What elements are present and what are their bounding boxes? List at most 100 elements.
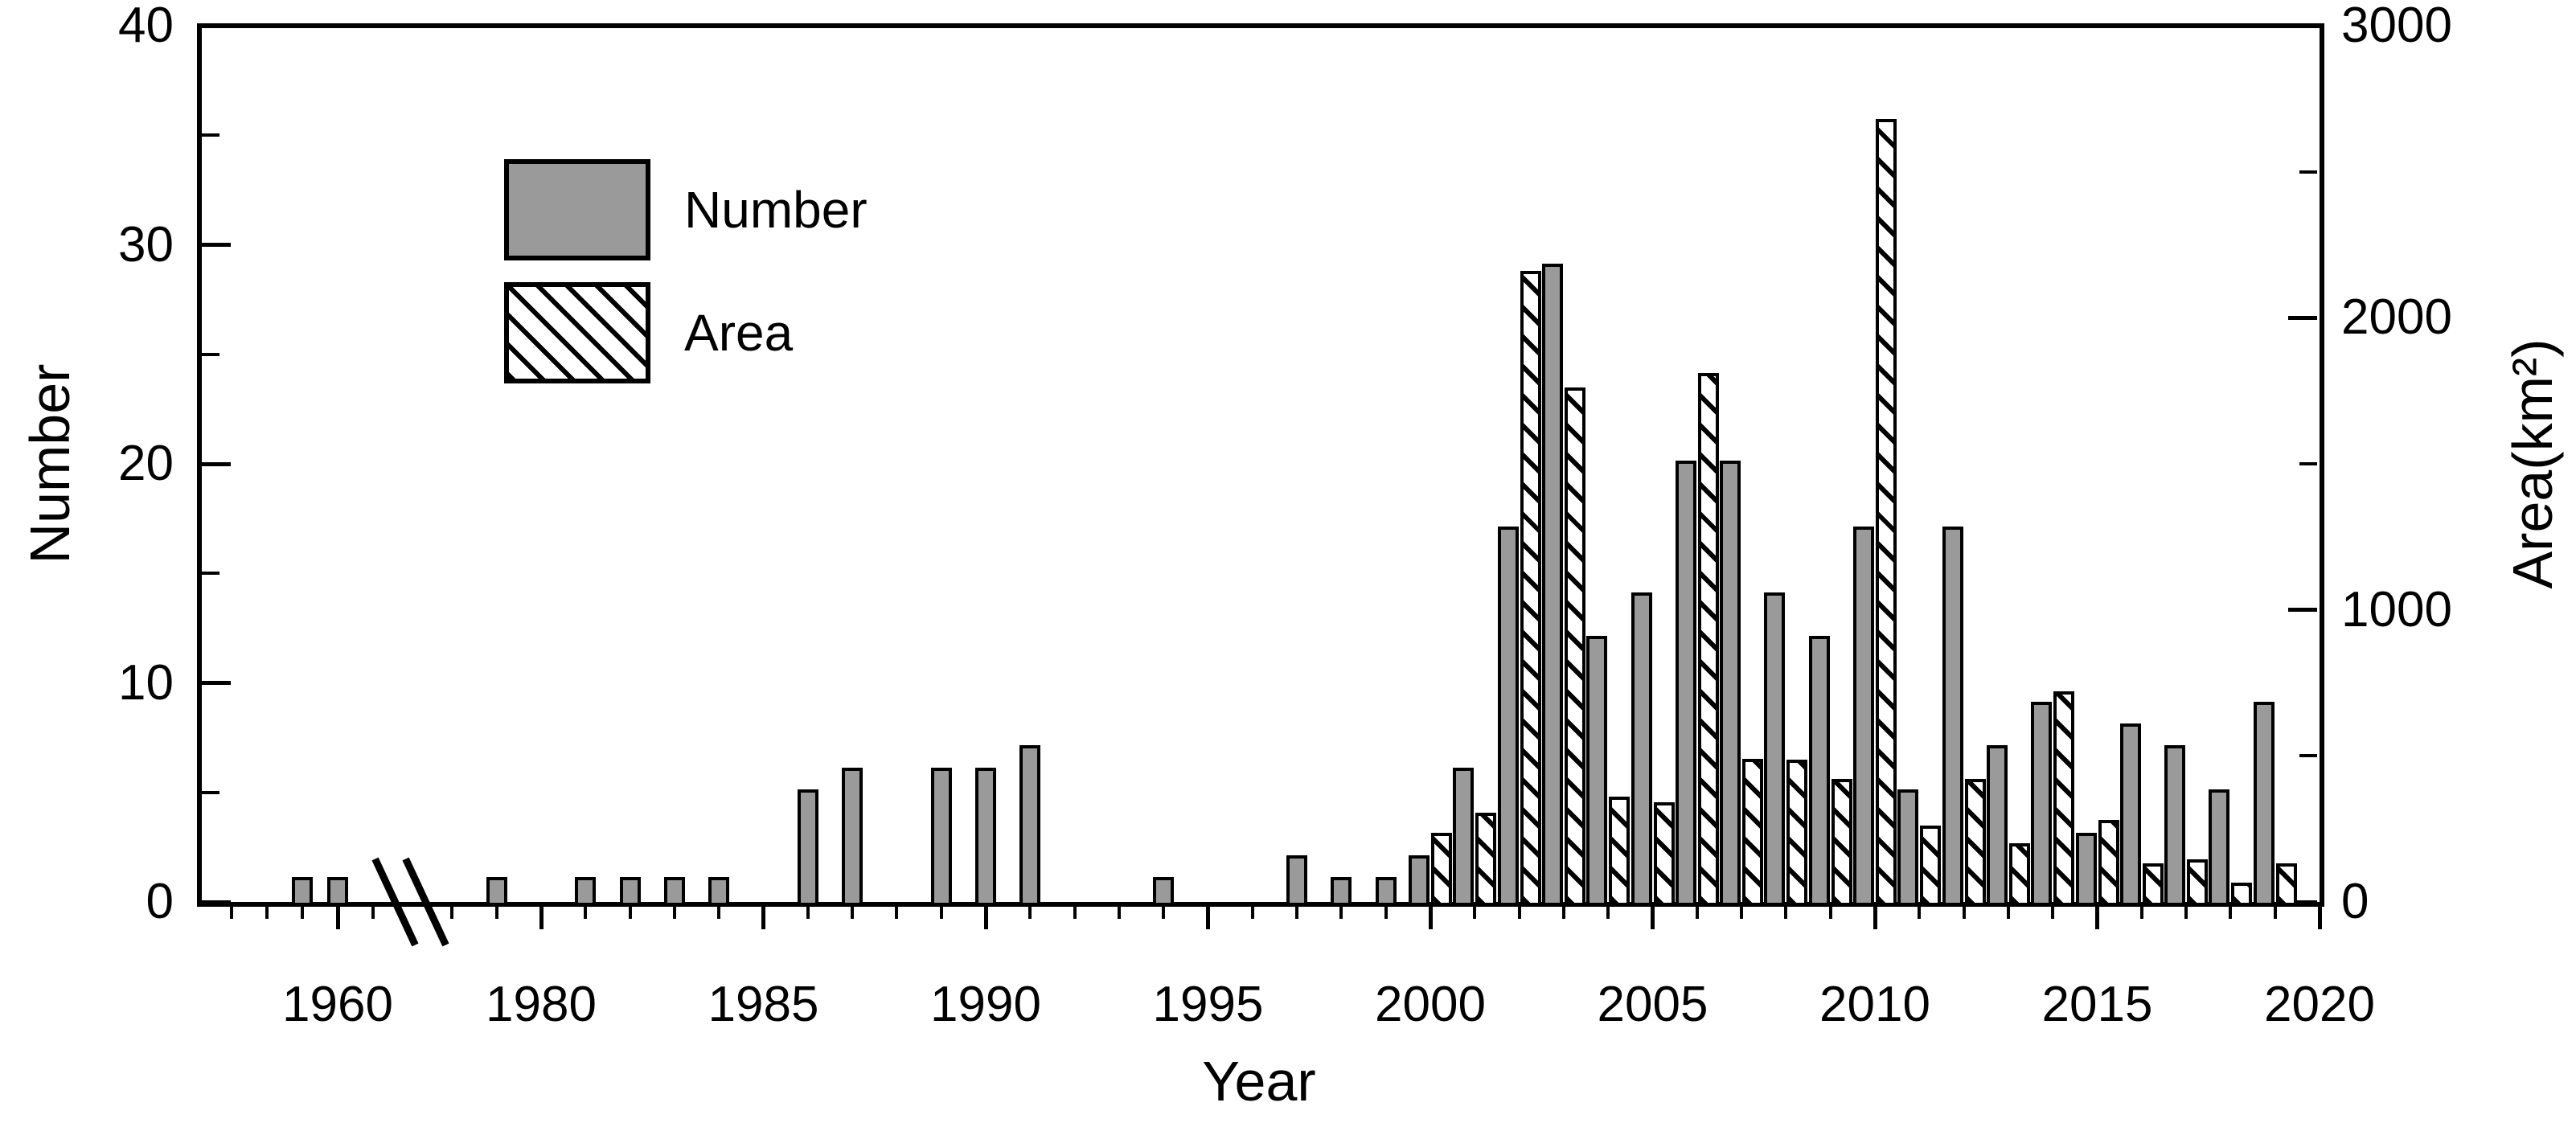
x-minor-tick xyxy=(371,904,375,919)
y-right-minor-tick xyxy=(2299,754,2317,758)
x-tick-label: 1980 xyxy=(486,977,597,1032)
x-minor-tick xyxy=(1073,904,1077,919)
area-bar xyxy=(2098,819,2119,906)
x-minor-tick xyxy=(2184,904,2188,919)
area-bar xyxy=(2053,691,2075,906)
x-minor-tick xyxy=(1162,904,1166,919)
x-minor-tick xyxy=(1295,904,1299,919)
number-bar xyxy=(2075,833,2097,906)
x-minor-tick xyxy=(1517,904,1521,919)
area-bar xyxy=(1964,779,1986,906)
number-bar xyxy=(2253,701,2275,906)
x-minor-tick xyxy=(851,904,855,919)
number-bar xyxy=(1942,526,1963,906)
x-minor-tick xyxy=(2273,904,2277,919)
x-tick-label: 1990 xyxy=(930,977,1041,1032)
x-minor-tick xyxy=(584,904,588,919)
x-minor-tick xyxy=(717,904,721,919)
number-bar xyxy=(2031,701,2053,906)
x-minor-tick xyxy=(2139,904,2143,919)
area-bar xyxy=(1920,826,1942,906)
y-left-minor-tick xyxy=(202,572,219,576)
number-bar xyxy=(2209,789,2230,906)
number-bar xyxy=(1675,461,1696,906)
area-bar xyxy=(2231,883,2253,906)
number-bar xyxy=(1153,876,1175,906)
x-minor-tick xyxy=(1117,904,1121,919)
y-left-major-tick xyxy=(202,681,231,685)
x-minor-tick xyxy=(301,904,304,919)
y-left-major-tick xyxy=(202,23,231,28)
number-bar xyxy=(486,876,507,906)
number-bar xyxy=(2164,745,2186,906)
legend-swatch-number-icon xyxy=(504,159,650,260)
area-bar xyxy=(2187,859,2209,906)
number-bar xyxy=(1409,855,1430,906)
x-minor-tick xyxy=(1918,904,1922,919)
x-minor-tick xyxy=(895,904,899,919)
number-bar xyxy=(1375,876,1397,906)
x-tick-label: 2005 xyxy=(1597,977,1708,1032)
number-bar xyxy=(1764,592,1786,906)
number-bar xyxy=(292,876,313,906)
x-tick-label: 1960 xyxy=(282,977,393,1032)
area-bar xyxy=(1786,760,1808,906)
x-axis-title: Year xyxy=(1202,1050,1316,1113)
x-minor-tick xyxy=(1606,904,1610,919)
y-left-tick-label: 40 xyxy=(118,0,174,53)
x-minor-tick xyxy=(1962,904,1966,919)
x-tick-label: 2010 xyxy=(1819,977,1930,1032)
x-major-tick xyxy=(1428,904,1433,929)
x-minor-tick xyxy=(939,904,943,919)
x-minor-tick xyxy=(1740,904,1744,919)
area-bar xyxy=(1475,812,1497,906)
x-tick-label: 2020 xyxy=(2264,977,2375,1032)
x-tick-label: 1995 xyxy=(1152,977,1264,1032)
y-right-tick-label: 1000 xyxy=(2341,581,2452,637)
y-right-tick-label: 2000 xyxy=(2341,289,2452,346)
y-left-tick-label: 10 xyxy=(118,654,174,711)
x-major-tick xyxy=(2095,904,2099,929)
y-right-tick-label: 3000 xyxy=(2341,0,2452,53)
area-bar xyxy=(1431,833,1452,906)
number-bar xyxy=(575,876,597,906)
x-tick-label: 1985 xyxy=(708,977,819,1032)
number-bar xyxy=(930,767,952,906)
number-bar xyxy=(1019,745,1041,906)
area-bar xyxy=(1564,387,1585,906)
x-minor-tick xyxy=(230,904,233,919)
y-right-major-tick xyxy=(2288,23,2317,28)
number-bar xyxy=(1853,526,1874,906)
x-minor-tick xyxy=(265,904,269,919)
x-minor-tick xyxy=(2006,904,2010,919)
x-major-tick xyxy=(983,904,988,929)
number-bar xyxy=(1897,789,1919,906)
number-bar xyxy=(1720,461,1741,906)
x-minor-tick xyxy=(450,904,454,919)
number-bar xyxy=(327,876,348,906)
legend-row-number: Number xyxy=(504,159,868,260)
number-bar xyxy=(1541,263,1563,906)
y-left-tick-label: 20 xyxy=(118,436,174,491)
area-bar xyxy=(1609,796,1631,906)
number-bar xyxy=(1331,876,1352,906)
area-bar xyxy=(1831,779,1852,906)
x-major-tick xyxy=(1873,904,1877,929)
x-tick-label: 2000 xyxy=(1375,977,1486,1032)
y-left-minor-tick xyxy=(202,790,219,794)
x-minor-tick xyxy=(1384,904,1388,919)
number-bar xyxy=(663,876,685,906)
area-bar xyxy=(1742,758,1764,906)
y-right-tick-label: 0 xyxy=(2341,874,2369,929)
x-minor-tick xyxy=(628,904,632,919)
number-bar xyxy=(619,876,641,906)
x-minor-tick xyxy=(494,904,498,919)
legend: Number Area xyxy=(504,159,868,405)
y-right-major-tick xyxy=(2288,900,2317,904)
number-bar xyxy=(797,789,818,906)
y-left-minor-tick xyxy=(202,133,219,137)
number-bar xyxy=(1453,767,1475,906)
x-major-tick xyxy=(1206,904,1210,929)
x-minor-tick xyxy=(1028,904,1032,919)
legend-label-number: Number xyxy=(684,181,868,239)
